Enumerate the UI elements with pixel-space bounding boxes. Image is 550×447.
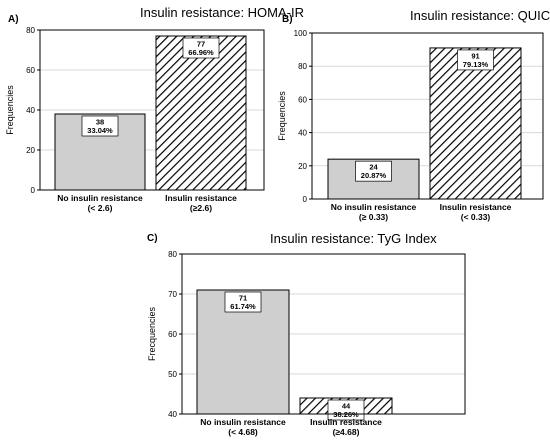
- category-label: (≥4.68): [333, 427, 360, 437]
- y-tick-label: 0: [31, 186, 36, 195]
- y-tick-label: 80: [26, 26, 35, 35]
- chart-title: Insulin resistance: HOMA-IR: [140, 5, 304, 20]
- category-label: (≥ 0.33): [359, 212, 388, 222]
- data-label-value: 38: [96, 118, 104, 127]
- chart-title: Insulin resistance: TyG Index: [270, 231, 437, 246]
- data-label-box: [355, 160, 392, 182]
- panel-letter: C): [147, 233, 158, 244]
- category-label: No insulin resistance: [331, 202, 417, 212]
- data-label-percent: 66.96%: [188, 48, 214, 57]
- data-label-box: [457, 49, 494, 71]
- y-tick-label: 70: [168, 290, 177, 299]
- y-axis-label: Frecquencies: [147, 306, 157, 361]
- category-label: No insulin resistance: [200, 417, 286, 427]
- data-label-box: [182, 37, 220, 59]
- data-label-value: 44: [342, 402, 351, 411]
- y-tick-label: 60: [298, 95, 307, 104]
- panel-letter: B): [282, 14, 293, 25]
- bar-0: [196, 289, 290, 415]
- chart-panel-0: A) Insulin resistance: HOMA-IR 0 20 40 60 80 Fr…: [5, 5, 304, 213]
- y-tick-label: 40: [168, 410, 177, 419]
- y-axis-label: Frequencies: [277, 91, 287, 141]
- category-label: (< 4.68): [228, 427, 258, 437]
- chart-panel-1: B) Insulin resistance: QUICKI 0 20 40 60 80 100…: [277, 8, 550, 222]
- data-label-box: [327, 399, 365, 421]
- y-axis-label: Frequencies: [5, 85, 15, 135]
- y-tick-label: 60: [26, 66, 35, 75]
- category-label: Insulin resistance: [165, 193, 237, 203]
- data-label-percent: 20.87%: [361, 171, 387, 180]
- data-label-value: 71: [239, 294, 247, 303]
- y-tick-label: 80: [168, 250, 177, 259]
- data-label-value: 24: [369, 163, 378, 172]
- y-tick-label: 100: [294, 29, 308, 38]
- bar-1: [429, 47, 522, 200]
- category-label: No insulin resistance: [57, 193, 143, 203]
- category-label: (< 0.33): [461, 212, 491, 222]
- data-label-value: 91: [471, 51, 479, 60]
- data-label-value: 77: [197, 40, 205, 49]
- plot-frame: [311, 32, 544, 200]
- category-label: (≥2.6): [190, 203, 212, 213]
- category-label: (< 2.6): [88, 203, 113, 213]
- y-tick-label: 50: [168, 370, 177, 379]
- y-tick-label: 20: [26, 146, 35, 155]
- y-tick-label: 80: [298, 62, 307, 71]
- chart-panel-2: C) Insulin resistance: TyG Index 40 50 60 70 8…: [147, 231, 466, 437]
- y-tick-label: 0: [303, 195, 308, 204]
- chart-title: Insulin resistance: QUICKI: [410, 8, 550, 23]
- plot-frame: [181, 253, 466, 415]
- category-label: Insulin resistance: [440, 202, 512, 212]
- data-label-percent: 61.74%: [230, 302, 256, 311]
- data-label-box: [81, 115, 119, 137]
- bar-1: [155, 35, 247, 191]
- y-tick-label: 60: [168, 330, 177, 339]
- y-tick-label: 40: [298, 129, 307, 138]
- panel-letter: A): [8, 14, 19, 25]
- category-label: Insulin resistance: [310, 417, 382, 427]
- data-label-percent: 33.04%: [87, 126, 113, 135]
- plot-frame: [39, 29, 265, 191]
- data-label-percent: 79.13%: [463, 60, 489, 69]
- data-label-box: [224, 291, 262, 313]
- y-tick-label: 40: [26, 106, 35, 115]
- y-tick-label: 20: [298, 162, 307, 171]
